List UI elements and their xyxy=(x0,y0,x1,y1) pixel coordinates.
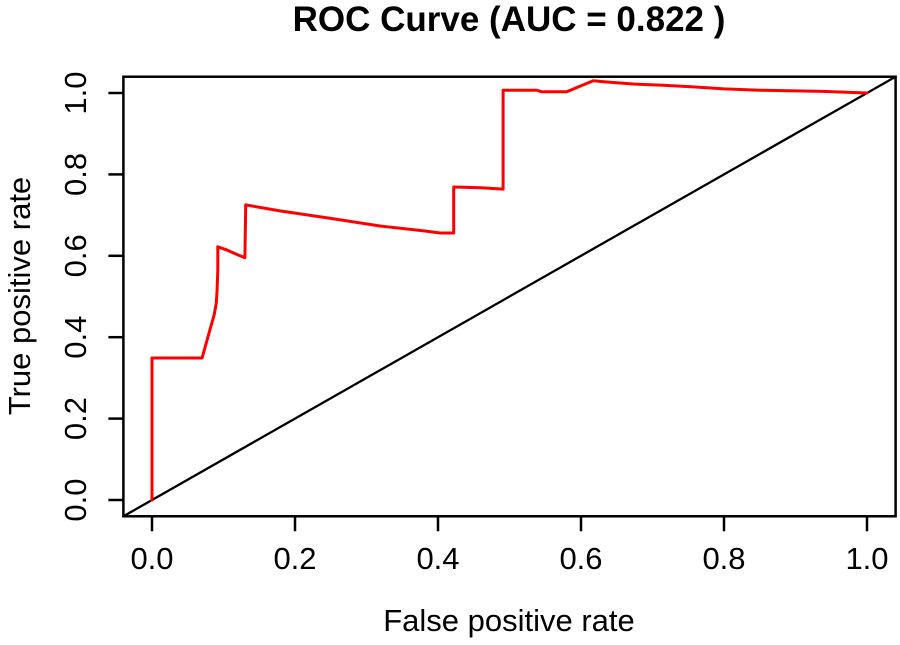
x-tick-label: 1.0 xyxy=(845,541,888,576)
x-tick-label: 0.8 xyxy=(702,541,745,576)
y-axis-label: True positive rate xyxy=(2,177,37,415)
x-tick-label: 0.4 xyxy=(416,541,459,576)
chart-title: ROC Curve (AUC = 0.822 ) xyxy=(293,0,726,39)
chance-diagonal-line xyxy=(122,75,897,518)
y-tick-label: 0.8 xyxy=(58,153,93,196)
plot-box xyxy=(122,75,897,518)
plot-layer: 0.0 0.2 0.4 0.6 0.8 1.0 0.0 0.2 0.4 0.6 0.8 1.0 xyxy=(58,71,897,576)
y-tick-label: 0.0 xyxy=(58,478,93,521)
roc-curve-line xyxy=(150,79,869,502)
y-tick-label: 0.4 xyxy=(58,316,93,359)
x-tick-label: 0.6 xyxy=(559,541,602,576)
x-tick-label: 0.0 xyxy=(130,541,173,576)
y-tick-label: 0.2 xyxy=(58,397,93,440)
y-tick-label: 0.6 xyxy=(58,234,93,277)
y-tick-label: 1.0 xyxy=(58,71,93,114)
x-tick-label: 0.2 xyxy=(273,541,316,576)
x-axis-label: False positive rate xyxy=(383,603,635,638)
